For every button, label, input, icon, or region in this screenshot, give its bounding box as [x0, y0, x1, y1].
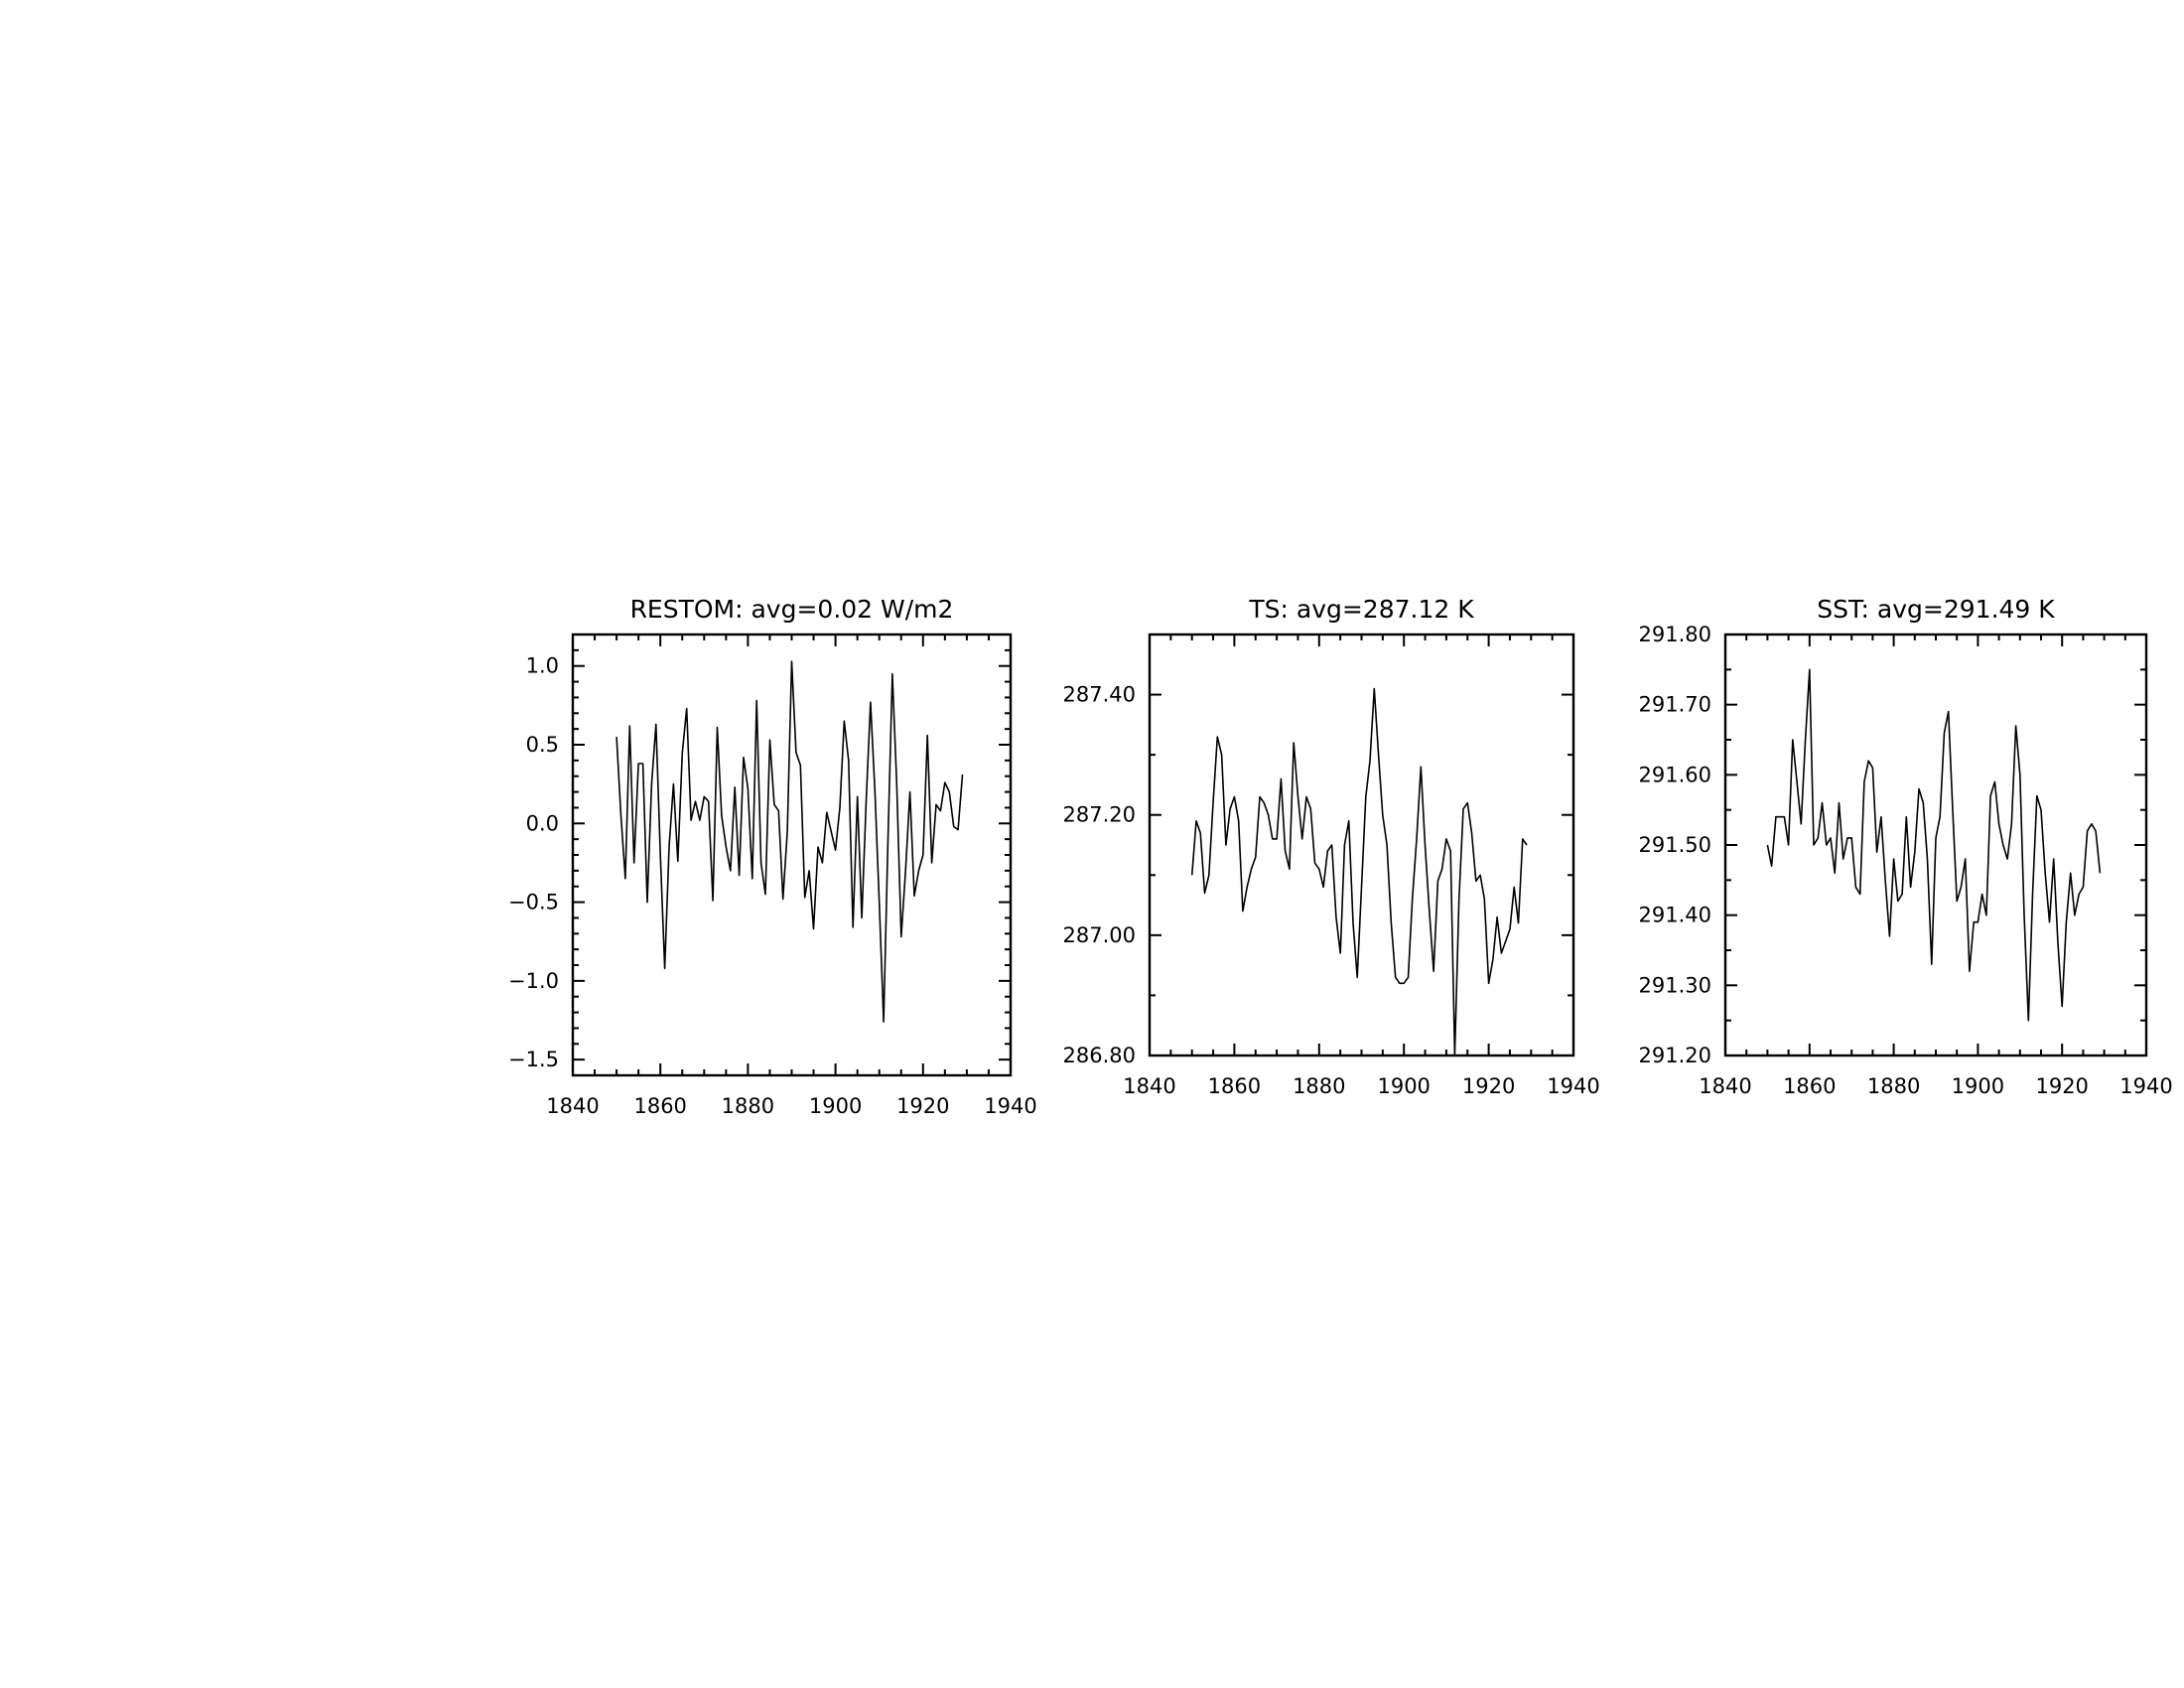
restom-x-tick-label: 1900 — [809, 1094, 862, 1118]
sst-x-tick-label: 1880 — [1867, 1074, 1920, 1098]
restom-y-tick-label: −1.0 — [508, 969, 559, 993]
restom-x-tick-label: 1880 — [722, 1094, 774, 1118]
ts-y-tick-label: 287.00 — [1063, 923, 1136, 947]
sst-y-tick-label: 291.20 — [1639, 1044, 1711, 1067]
restom-plot-frame — [571, 633, 1013, 1077]
sst-x-tick-label: 1860 — [1783, 1074, 1836, 1098]
restom-panel: RESTOM: avg=0.02 W/m2 1840 1860 1880 1900 19… — [508, 595, 1037, 1118]
restom-x-tick-label: 1840 — [546, 1094, 599, 1118]
ts-series-line — [1190, 687, 1528, 1056]
sst-y-tick-label: 291.70 — [1639, 693, 1711, 717]
sst-x-tick-label: 1920 — [2035, 1074, 2088, 1098]
ts-y-tick-label: 286.80 — [1063, 1044, 1136, 1067]
restom-y-tick-label: 0.0 — [526, 811, 559, 835]
sst-x-tick-label: 1940 — [2119, 1074, 2172, 1098]
restom-y-tick-label: 0.5 — [526, 733, 559, 757]
restom-y-tick-label: 1.0 — [526, 654, 559, 678]
sst-series-line — [1766, 668, 2102, 1022]
sst-y-tick-label: 291.60 — [1639, 763, 1711, 786]
restom-y-tick-label: −0.5 — [508, 891, 559, 914]
restom-x-tick-label: 1920 — [896, 1094, 949, 1118]
ts-plot-frame — [1148, 633, 1575, 1057]
sst-x-tick-label: 1900 — [1952, 1074, 2004, 1098]
sst-y-tick-label: 291.30 — [1639, 973, 1711, 997]
restom-panel-title: RESTOM: avg=0.02 W/m2 — [630, 595, 954, 624]
restom-series-line — [615, 660, 964, 1023]
ts-y-tick-label: 287.40 — [1063, 683, 1136, 707]
ts-x-tick-label: 1860 — [1208, 1074, 1261, 1098]
restom-y-tick-label: −1.5 — [508, 1048, 559, 1071]
ts-x-tick-label: 1940 — [1547, 1074, 1599, 1098]
ts-y-tick-label: 287.20 — [1063, 803, 1136, 827]
sst-y-tick-label: 291.40 — [1639, 904, 1711, 927]
sst-x-tick-label: 1840 — [1699, 1074, 1751, 1098]
ts-x-tick-label: 1840 — [1123, 1074, 1175, 1098]
ts-x-tick-label: 1880 — [1293, 1074, 1345, 1098]
sst-panel: SST: avg=291.49 K 1840 1860 1880 1900 1920 19… — [1639, 595, 2173, 1098]
ts-x-tick-label: 1920 — [1462, 1074, 1515, 1098]
restom-x-tick-label: 1860 — [633, 1094, 686, 1118]
sst-y-tick-label: 291.50 — [1639, 833, 1711, 857]
ts-panel-title: TS: avg=287.12 K — [1248, 595, 1474, 624]
ts-x-tick-label: 1900 — [1377, 1074, 1430, 1098]
sst-panel-title: SST: avg=291.49 K — [1817, 595, 2055, 624]
ts-panel: TS: avg=287.12 K 1840 1860 1880 1900 1920 194… — [1063, 595, 1600, 1098]
sst-y-tick-label: 291.80 — [1639, 623, 1711, 646]
restom-x-tick-label: 1940 — [984, 1094, 1036, 1118]
